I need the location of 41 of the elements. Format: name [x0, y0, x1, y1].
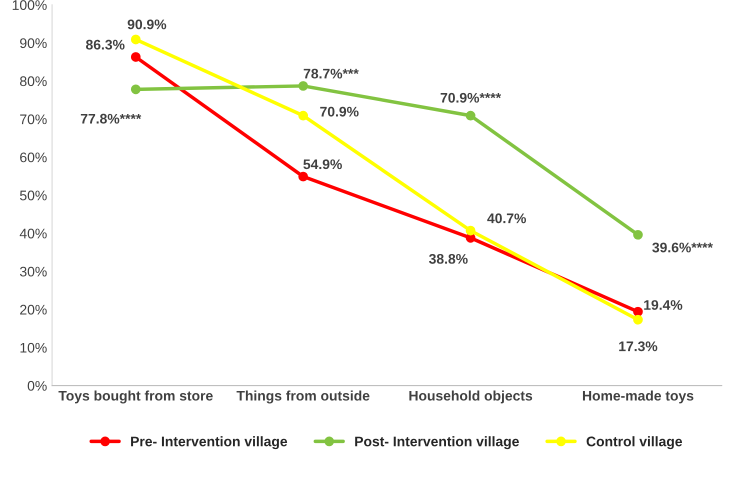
point [298, 81, 308, 91]
point [633, 230, 643, 240]
data-label: 86.3% [86, 40, 125, 50]
data-label: 90.9% [128, 19, 166, 30]
y-tick-label: 10% [20, 342, 47, 353]
data-label: 17.3% [619, 341, 658, 352]
legend-label: Control village [586, 436, 682, 450]
y-tick-label: 100% [12, 0, 47, 10]
y-tick-label: 0% [28, 380, 47, 391]
point [298, 172, 308, 182]
y-tick-label: 90% [20, 38, 47, 48]
y-tick-label: 40% [20, 228, 47, 238]
y-tick-label: 70% [20, 114, 47, 124]
point [130, 52, 141, 62]
data-label: 54.9% [303, 159, 342, 170]
data-label: 70.9%**** [440, 92, 502, 103]
x-tick-label: Household objects [409, 390, 532, 404]
point [130, 84, 141, 94]
x-tick-label: Home-made toys [582, 390, 694, 404]
y-tick-label: 30% [20, 266, 47, 277]
data-label: 77.8%**** [80, 114, 142, 124]
y-tick-label: 60% [20, 152, 47, 162]
point [298, 110, 308, 120]
data-label: 19.4% [644, 300, 682, 310]
point [466, 226, 476, 236]
data-label: 39.6%**** [652, 242, 713, 252]
y-tick-label: 50% [20, 190, 47, 200]
data-label: 40.7% [487, 213, 526, 224]
x-tick-label: Toys bought from store [58, 390, 213, 404]
data-label: 38.8% [428, 254, 468, 264]
legend-label: Pre- Intervention village [131, 436, 288, 450]
point [466, 110, 476, 120]
point [633, 314, 643, 325]
y-tick-label: 20% [20, 304, 47, 315]
point [130, 34, 141, 44]
data-label: 70.9% [320, 106, 359, 117]
point [633, 306, 643, 317]
data-label: 78.7%*** [304, 68, 359, 79]
legend-label: Post- Intervention village [355, 436, 519, 450]
y-tick-label: 80% [20, 76, 47, 86]
x-tick-label: Things from outside [236, 390, 370, 404]
